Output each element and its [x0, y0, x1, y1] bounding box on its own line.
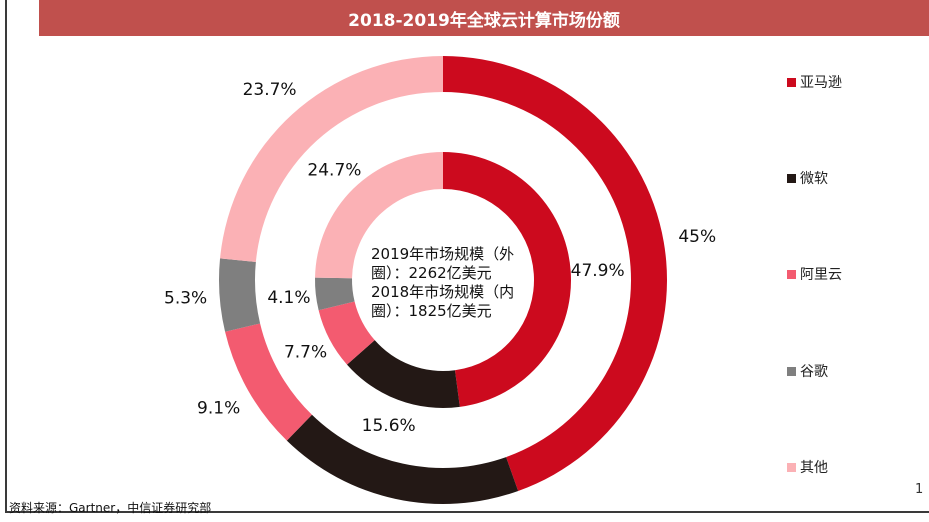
left-border-rule — [5, 0, 7, 512]
outer-label-0: 45% — [678, 227, 716, 247]
chart-legend: 亚马逊微软阿里云谷歌其他 — [787, 0, 927, 500]
inner-slice-3 — [314, 277, 355, 311]
legend-label-3: 谷歌 — [800, 364, 828, 380]
legend-swatch-3 — [787, 366, 796, 376]
chart-title-bar: 2018-2019年全球云计算市场份额 — [39, 0, 929, 36]
legend-label-1: 微软 — [800, 171, 828, 187]
inner-label-1: 15.6% — [362, 416, 416, 436]
outer-slice-1 — [286, 414, 519, 505]
outer-ring-labels: 45%17.9%9.1%5.3%23.7% — [164, 80, 716, 418]
source-note: 资料来源：Gartner，中信证券研究部 — [9, 501, 212, 515]
outer-label-4: 23.7% — [243, 80, 297, 100]
legend-item-0: 亚马逊 — [787, 72, 842, 92]
outer-slice-2 — [225, 323, 312, 441]
page-number: 1 — [915, 482, 924, 497]
inner-ring-labels: 47.9% 15.6% 7.7% 4.1% 24.7% — [267, 160, 624, 436]
outer-label-2: 9.1% — [197, 398, 240, 418]
inner-label-2: 7.7% — [284, 343, 327, 363]
legend-item-1: 微软 — [787, 168, 828, 188]
legend-item-4: 其他 — [787, 457, 828, 477]
center-text-line-2: 圈）：2262亿美元 — [371, 264, 492, 282]
inner-ring-2018 — [314, 152, 572, 408]
legend-label-0: 亚马逊 — [800, 75, 842, 91]
outer-slice-3 — [219, 258, 261, 332]
legend-swatch-2 — [787, 269, 796, 279]
chart-title: 2018-2019年全球云计算市场份额 — [348, 10, 620, 31]
outer-label-3: 5.3% — [164, 289, 207, 309]
inner-label-4: 24.7% — [307, 160, 361, 180]
center-text-line-1: 2019年市场规模（外 — [371, 245, 514, 263]
inner-label-0: 47.9% — [571, 261, 625, 281]
bottom-border-rule — [5, 511, 929, 513]
inner-slice-4 — [315, 152, 443, 279]
inner-slice-2 — [318, 301, 375, 365]
legend-item-2: 阿里云 — [787, 264, 842, 284]
inner-slice-1 — [346, 340, 460, 408]
legend-swatch-1 — [787, 173, 796, 183]
legend-swatch-4 — [787, 462, 796, 472]
legend-swatch-0 — [787, 77, 796, 87]
center-text-line-3: 2018年市场规模（内 — [371, 283, 514, 301]
outer-slice-4 — [220, 56, 443, 262]
legend-label-2: 阿里云 — [800, 267, 842, 283]
inner-label-3: 4.1% — [267, 288, 310, 308]
outer-ring-2019 — [219, 56, 668, 505]
center-text-line-4: 圈）：1825亿美元 — [371, 302, 492, 320]
inner-slice-0 — [443, 152, 572, 407]
legend-label-4: 其他 — [800, 460, 828, 476]
outer-slice-0 — [443, 56, 668, 492]
legend-item-3: 谷歌 — [787, 361, 828, 381]
